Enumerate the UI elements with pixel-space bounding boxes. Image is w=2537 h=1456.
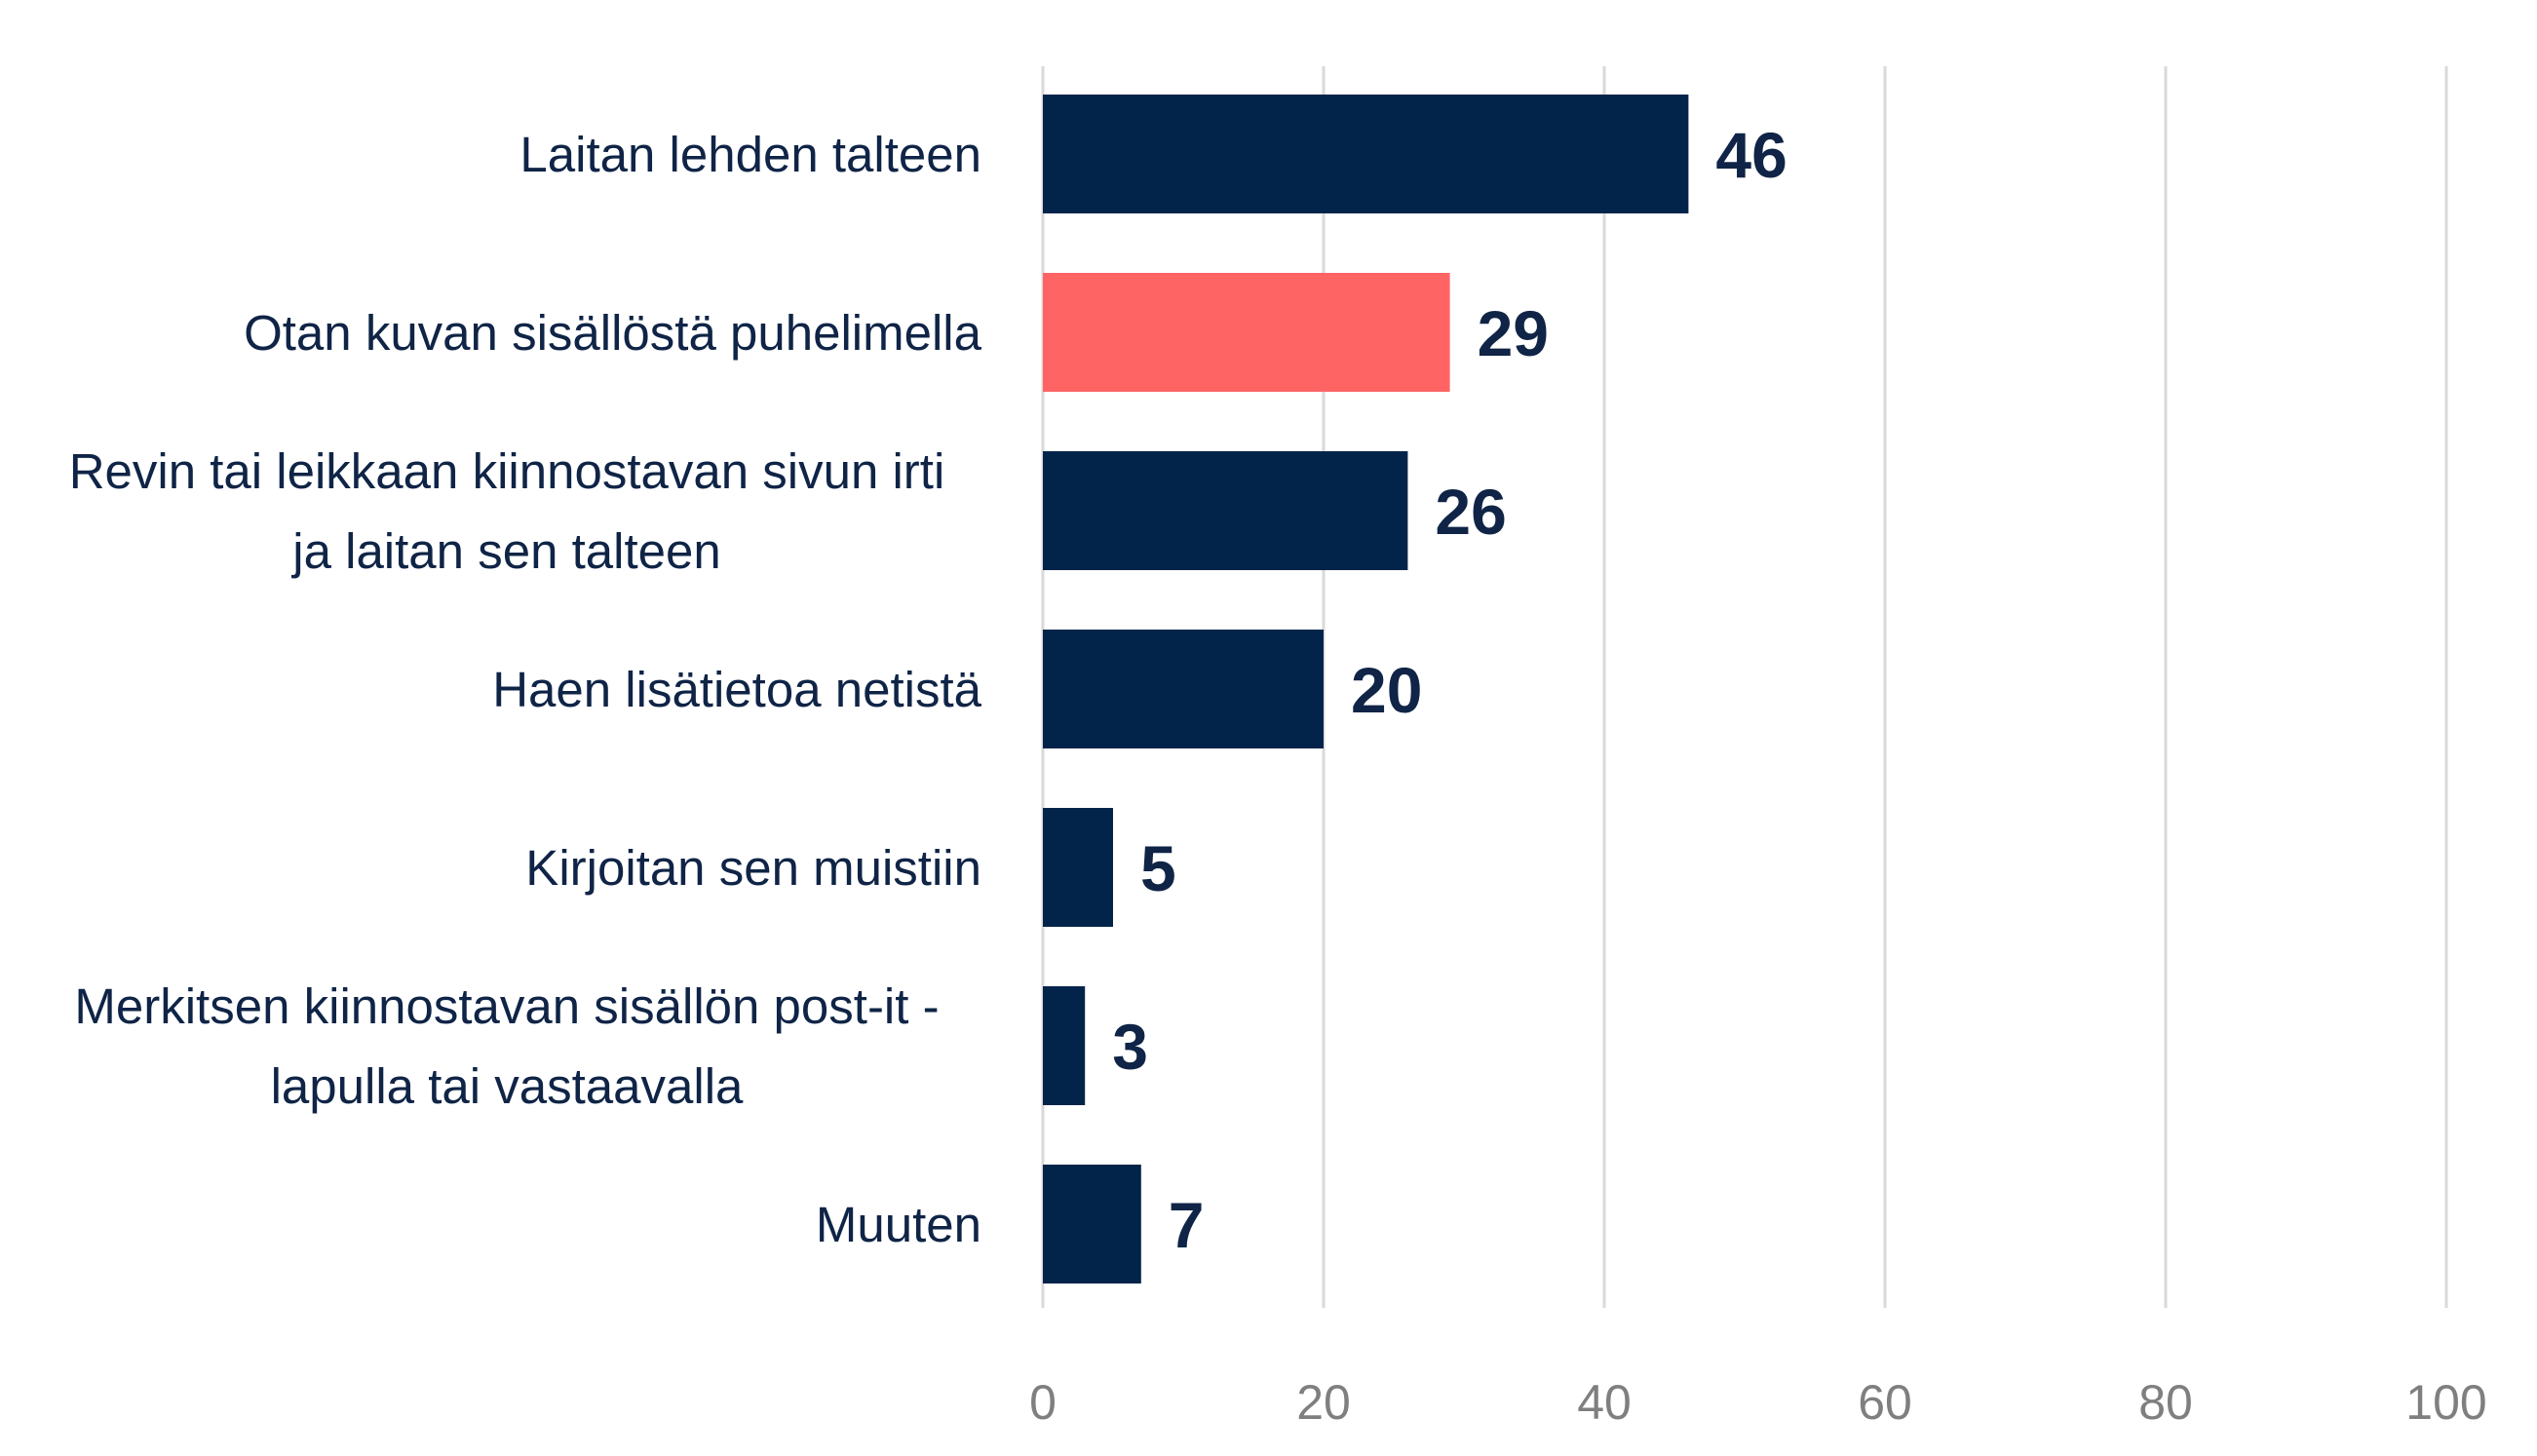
category-label-line: Revin tai leikkaan kiinnostavan sivun ir… (69, 443, 945, 499)
bar-5 (1043, 808, 1113, 927)
x-tick-label: 20 (1296, 1375, 1351, 1430)
category-label: Haen lisätietoa netistä (492, 662, 981, 717)
x-tick-label: 60 (1858, 1375, 1912, 1430)
bar-1 (1043, 95, 1689, 213)
data-label: 7 (1169, 1189, 1205, 1261)
x-tick-label: 40 (1577, 1375, 1632, 1430)
data-label: 3 (1112, 1011, 1148, 1083)
category-label: Muuten (816, 1197, 981, 1252)
data-label: 20 (1351, 654, 1422, 726)
bar-6 (1043, 986, 1086, 1105)
x-tick-label: 80 (2138, 1375, 2193, 1430)
x-tick-label: 100 (2405, 1375, 2486, 1430)
category-label-line: lapulla tai vastaavalla (271, 1058, 744, 1114)
bar-3 (1043, 451, 1408, 570)
data-label: 46 (1715, 119, 1787, 191)
data-label: 26 (1435, 476, 1506, 548)
bar-2 (1043, 273, 1450, 392)
category-label: Kirjoitan sen muistiin (525, 840, 981, 896)
category-label-line: Merkitsen kiinnostavan sisällön post-it … (74, 978, 939, 1034)
category-label: Otan kuvan sisällöstä puhelimella (244, 305, 982, 361)
category-label: Laitan lehden talteen (519, 127, 981, 182)
bar-7 (1043, 1165, 1141, 1284)
data-label: 5 (1140, 832, 1176, 904)
bar-4 (1043, 630, 1324, 748)
data-label: 29 (1478, 297, 1549, 369)
category-label-line: ja laitan sen talteen (290, 523, 720, 579)
x-tick-label: 0 (1029, 1375, 1057, 1430)
